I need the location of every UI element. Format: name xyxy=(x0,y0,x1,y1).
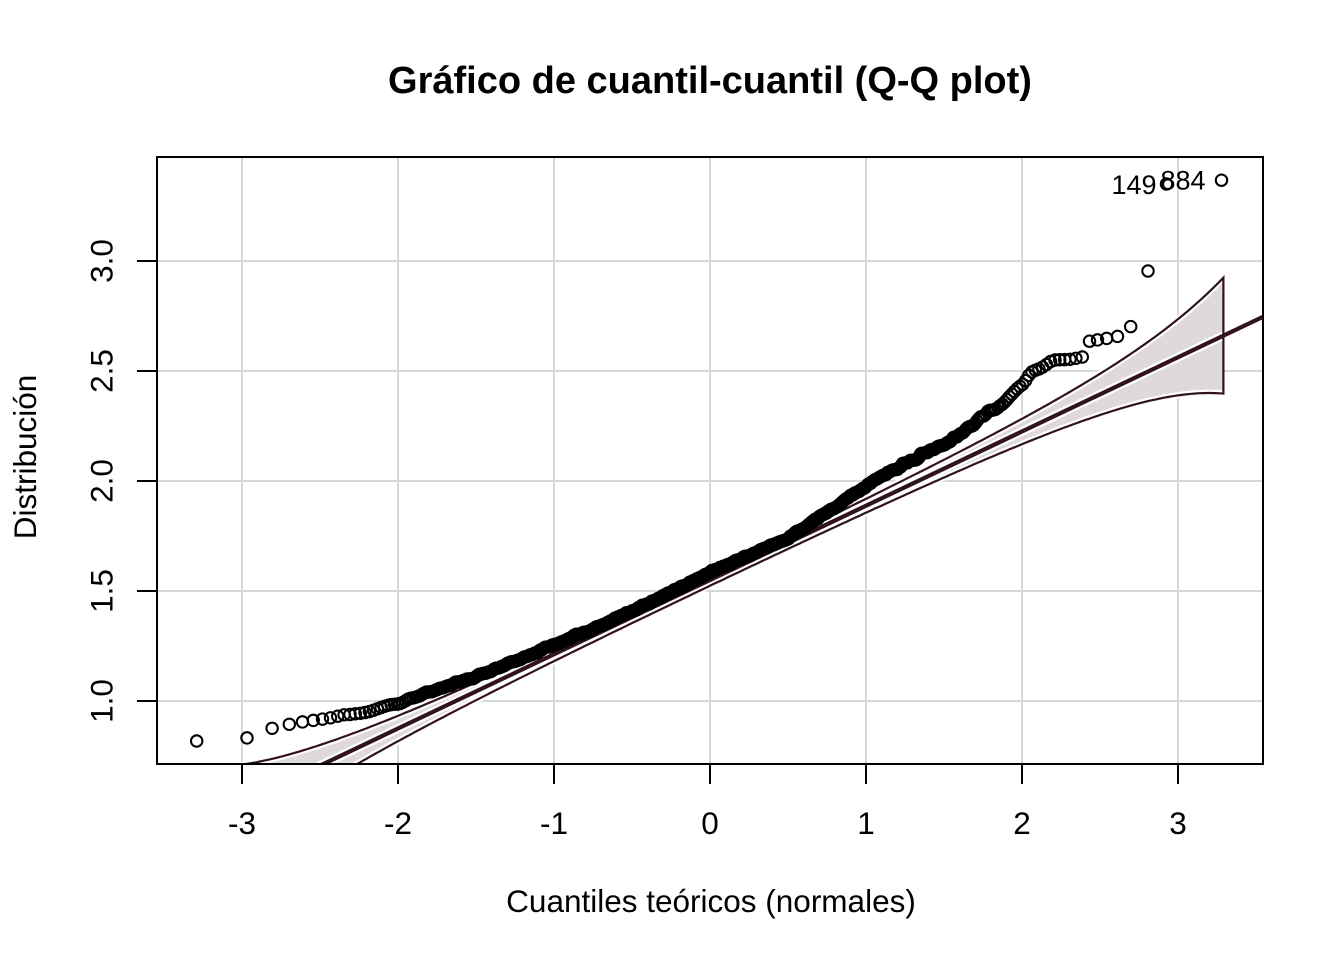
svg-text:Cuantiles teóricos (normales): Cuantiles teóricos (normales) xyxy=(506,883,916,919)
svg-text:1: 1 xyxy=(857,805,875,841)
svg-text:-3: -3 xyxy=(228,805,256,841)
svg-text:2.5: 2.5 xyxy=(84,349,120,393)
svg-text:Gráfico de cuantil-cuantil (Q-: Gráfico de cuantil-cuantil (Q-Q plot) xyxy=(388,60,1032,102)
svg-text:3.0: 3.0 xyxy=(84,239,120,283)
svg-text:884: 884 xyxy=(1160,166,1205,196)
svg-text:Distribución: Distribución xyxy=(7,375,43,540)
svg-text:0: 0 xyxy=(701,805,719,841)
svg-text:1.5: 1.5 xyxy=(84,569,120,613)
svg-text:3: 3 xyxy=(1169,805,1187,841)
svg-text:149: 149 xyxy=(1111,170,1156,200)
svg-text:1.0: 1.0 xyxy=(84,679,120,723)
svg-text:2: 2 xyxy=(1013,805,1031,841)
svg-text:2.0: 2.0 xyxy=(84,459,120,503)
svg-text:-1: -1 xyxy=(540,805,568,841)
svg-text:-2: -2 xyxy=(384,805,412,841)
